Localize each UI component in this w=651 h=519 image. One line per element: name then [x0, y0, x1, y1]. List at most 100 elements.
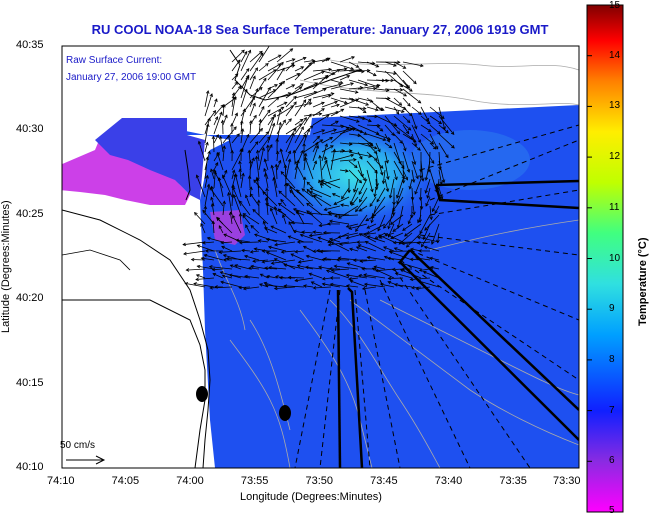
current-vector [411, 286, 422, 289]
current-vector-head [403, 147, 407, 152]
current-vector [333, 196, 350, 205]
current-vector-head [222, 103, 226, 108]
current-vector [240, 51, 248, 63]
current-vector [384, 142, 392, 149]
current-vector-head [381, 78, 386, 83]
current-vector [411, 124, 421, 143]
current-vector-head [374, 169, 378, 174]
current-vector-head [318, 265, 322, 270]
current-vector [312, 93, 334, 99]
current-vector-head [267, 136, 271, 140]
current-vector [339, 97, 355, 101]
current-vector [375, 124, 383, 132]
current-vector-head [376, 83, 381, 88]
current-vector-head [277, 208, 282, 213]
current-vector-head [277, 54, 282, 58]
current-vector [375, 268, 395, 272]
current-vector-head [317, 236, 322, 240]
current-vector-head [278, 276, 283, 280]
current-vector [218, 225, 224, 234]
current-vector [334, 265, 359, 270]
current-vector-head [232, 186, 236, 191]
current-vector [321, 145, 334, 153]
current-vector-head [414, 190, 418, 195]
current-vector [346, 232, 368, 239]
current-vector [301, 188, 314, 198]
current-vector [321, 143, 328, 162]
current-vector-head [254, 155, 259, 160]
current-vector-head [205, 90, 210, 94]
plot-frame [61, 45, 580, 469]
current-vector [276, 67, 285, 81]
current-vector-head [246, 133, 250, 138]
current-vector-head [429, 216, 433, 221]
current-vector-head [438, 120, 443, 124]
current-vector-head [355, 246, 360, 250]
current-vector-head [261, 146, 265, 151]
colorbar-tick-label: 13 [609, 100, 621, 112]
current-vector [239, 241, 260, 244]
current-vector-head [245, 224, 249, 228]
current-vector [202, 210, 215, 225]
current-vector-head [410, 247, 414, 252]
current-vector [416, 286, 431, 290]
current-vector [438, 115, 455, 135]
current-vector-head [418, 197, 423, 201]
current-vector [250, 250, 260, 253]
current-vector-head [247, 175, 252, 179]
current-vector [367, 235, 386, 243]
current-vector [222, 126, 237, 144]
current-vector [438, 187, 443, 200]
current-vector [321, 57, 331, 63]
current-vector-head [292, 149, 297, 154]
current-vector [411, 187, 414, 200]
current-vector [216, 152, 224, 171]
current-vector-head [386, 138, 390, 143]
current-vector [338, 205, 359, 219]
current-vector [417, 280, 440, 288]
x-tick-label: 73:35 [499, 475, 527, 487]
current-vector-head [255, 177, 260, 182]
current-vector-head [376, 198, 380, 203]
current-vector [393, 70, 409, 88]
current-vector-head [195, 277, 199, 282]
current-vector-head [323, 257, 327, 261]
current-vector-head [423, 245, 428, 250]
current-vector-head [419, 175, 423, 179]
current-vector-head [291, 84, 296, 88]
current-vector [393, 124, 413, 140]
current-vector-head [431, 241, 435, 245]
current-vector [219, 250, 242, 253]
current-vector-head [247, 149, 252, 154]
current-vector-head [398, 102, 403, 106]
current-vector [313, 194, 332, 207]
current-vector-head [430, 160, 435, 165]
current-vector [339, 142, 352, 145]
current-vector-head [326, 222, 331, 226]
current-vector-head [218, 135, 223, 140]
current-vector [346, 274, 368, 279]
current-vector-head [230, 149, 234, 154]
current-vector-head [282, 119, 286, 124]
current-vector-head [183, 251, 187, 256]
current-vector-head [358, 233, 363, 237]
current-vector [226, 258, 251, 261]
current-vector [357, 115, 372, 122]
current-vector-head [260, 52, 264, 57]
current-vector-head [407, 127, 412, 131]
current-vector [294, 66, 304, 72]
current-vector-head [436, 239, 440, 244]
current-vector [266, 188, 269, 207]
current-vector-head [265, 203, 269, 207]
current-vector [204, 93, 213, 117]
current-vector-head [203, 205, 208, 210]
current-vector [267, 116, 274, 126]
current-vector-head [269, 143, 273, 148]
current-vector-head [387, 225, 391, 230]
current-vector-head [220, 280, 224, 285]
current-vector-head [248, 159, 253, 164]
current-vector-head [220, 119, 225, 124]
current-vector [389, 251, 413, 261]
current-vector-head [277, 159, 282, 164]
current-vector [204, 90, 209, 108]
